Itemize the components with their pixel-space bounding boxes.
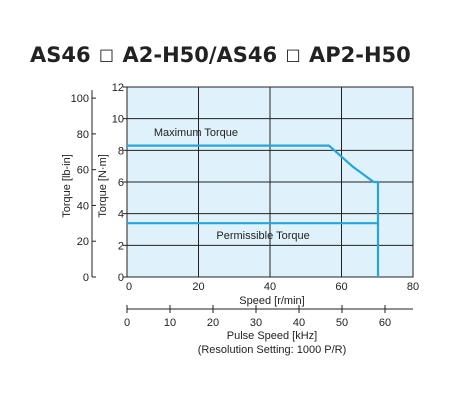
x2-tick-label: 40 [293,317,305,329]
x2-tick-label: 0 [124,317,130,329]
y-tick-label-nm: 4 [118,209,124,221]
y-axis-label-nm: Torque [N·m] [97,154,109,218]
x-axis-pulse-speed: 0 10 20 30 40 50 60 [124,305,413,329]
annotation-permissible-torque: Permissible Torque [216,230,309,242]
y-tick-label-lbin: 0 [83,272,89,284]
y-tick-label-lbin: 80 [77,129,89,141]
svg-text:AS46 ☐ A2-H50/AS46: AS46 ☐ A2-H50/AS46 ☐ AP2-H50 [30,43,411,67]
x-axis-label-pulse-speed: Pulse Speed [kHz] [227,330,318,342]
title-box-1: ☐ [99,47,114,67]
y-tick-label-nm: 12 [112,82,124,94]
x2-tick-label: 20 [207,317,219,329]
x2-tick-label: 60 [379,317,391,329]
x-tick-label-speed: 80 [407,281,419,293]
y-tick-label-nm: 2 [118,240,124,252]
x-tick-label-speed: 60 [335,281,347,293]
x-axis-speed: 0 20 40 60 80 [126,281,419,293]
chart-title: AS46 ☐ A2-H50/AS46 ☐ AP2-H50 [30,43,411,67]
y-tick-label-lbin: 60 [77,165,89,177]
x-tick-label-speed: 40 [264,281,276,293]
y-tick-label-nm: 6 [118,177,124,189]
y-axis-lbin: 0 20 40 60 80 100 [71,90,96,284]
x-tick-label-speed: 20 [192,281,204,293]
title-box-2: ☐ [285,47,300,67]
y-axis-label-lbin: Torque [lb-in] [61,154,73,218]
y-tick-label-lbin: 40 [77,200,89,212]
y-tick-label-nm: 8 [118,145,124,157]
x-tick-label-speed: 0 [126,281,132,293]
y-tick-label-nm: 10 [112,114,124,126]
x-axis-label-speed: Speed [r/min] [239,295,304,307]
annotations: Maximum Torque Permissible Torque [154,127,310,242]
title-part-2: A2-H50/AS46 [122,43,277,67]
series-line-maximum-torque [127,144,380,277]
y-tick-label-lbin: 20 [77,236,89,248]
x2-tick-label: 10 [164,317,176,329]
series-layer [127,144,380,277]
annotation-maximum-torque: Maximum Torque [154,127,238,139]
grid [127,87,413,277]
title-part-3: AP2-H50 [309,43,411,67]
x-axis-sublabel-resolution: (Resolution Setting: 1000 P/R) [198,344,347,356]
y-tick-label-lbin: 100 [71,93,89,105]
x2-tick-label: 30 [250,317,262,329]
y-axis-nm: 0 2 4 6 8 10 12 [112,82,127,284]
title-part-1: AS46 [30,43,91,67]
y-tick-label-nm: 0 [118,272,124,284]
x2-tick-label: 50 [336,317,348,329]
